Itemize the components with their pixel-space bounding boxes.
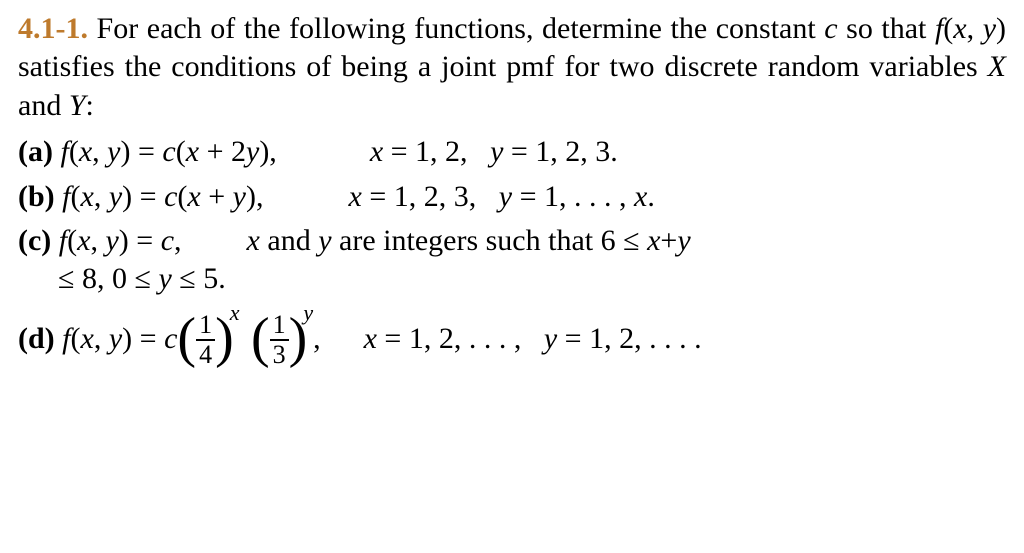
part-d-domain-y: y = 1, 2, . . . . <box>544 322 702 355</box>
part-c-cond1: x and y are integers such that 6 ≤ x+y <box>247 224 691 257</box>
part-b-domain-x: x = 1, 2, 3, <box>349 180 492 213</box>
exponent-y: y <box>303 299 313 327</box>
part-c-cond2: ≤ 8, 0 ≤ y ≤ 5. <box>58 262 226 295</box>
part-c-label: (c) <box>18 224 51 257</box>
part-b-domain-y: y = 1, . . . , x. <box>499 180 655 213</box>
part-b-label: (b) <box>18 180 55 213</box>
problem-number: 4.1-1. <box>18 12 88 45</box>
part-a-func: f(x, y) = c(x + 2y), <box>60 135 276 168</box>
exponent-x: x <box>230 299 240 327</box>
part-a: (a) f(x, y) = c(x + 2y), x = 1, 2, y = 1… <box>18 133 1006 171</box>
frac1-num: 1 <box>196 312 215 341</box>
frac2-num: 1 <box>270 312 289 341</box>
part-d: (d) f(x, y) = c( 1 4 )x ( 1 3 )y, x = 1,… <box>18 313 1006 369</box>
part-d-func-lhs: f(x, y) = c <box>62 322 177 355</box>
part-a-domain-y: y = 1, 2, 3. <box>490 135 618 168</box>
part-a-label: (a) <box>18 135 53 168</box>
part-b: (b) f(x, y) = c(x + y), x = 1, 2, 3, y =… <box>18 178 1006 216</box>
frac1-den: 4 <box>196 341 215 368</box>
part-d-domain-x: x = 1, 2, . . . , <box>364 322 537 355</box>
part-a-domain-x: x = 1, 2, <box>370 135 483 168</box>
frac2-den: 3 <box>270 341 289 368</box>
fraction-1: 1 4 <box>196 312 215 368</box>
problem-page: 4.1-1. For each of the following functio… <box>0 0 1024 553</box>
problem-intro: 4.1-1. For each of the following functio… <box>18 10 1006 125</box>
fraction-2: 1 3 <box>270 312 289 368</box>
part-c-line1: (c) f(x, y) = c, x and y are integers su… <box>18 222 1006 260</box>
part-b-func: f(x, y) = c(x + y), <box>62 180 263 213</box>
part-c-line2: ≤ 8, 0 ≤ y ≤ 5. <box>58 260 1006 298</box>
part-d-label: (d) <box>18 322 55 355</box>
part-d-comma: , <box>313 322 321 355</box>
part-c-func: f(x, y) = c, <box>59 224 182 257</box>
